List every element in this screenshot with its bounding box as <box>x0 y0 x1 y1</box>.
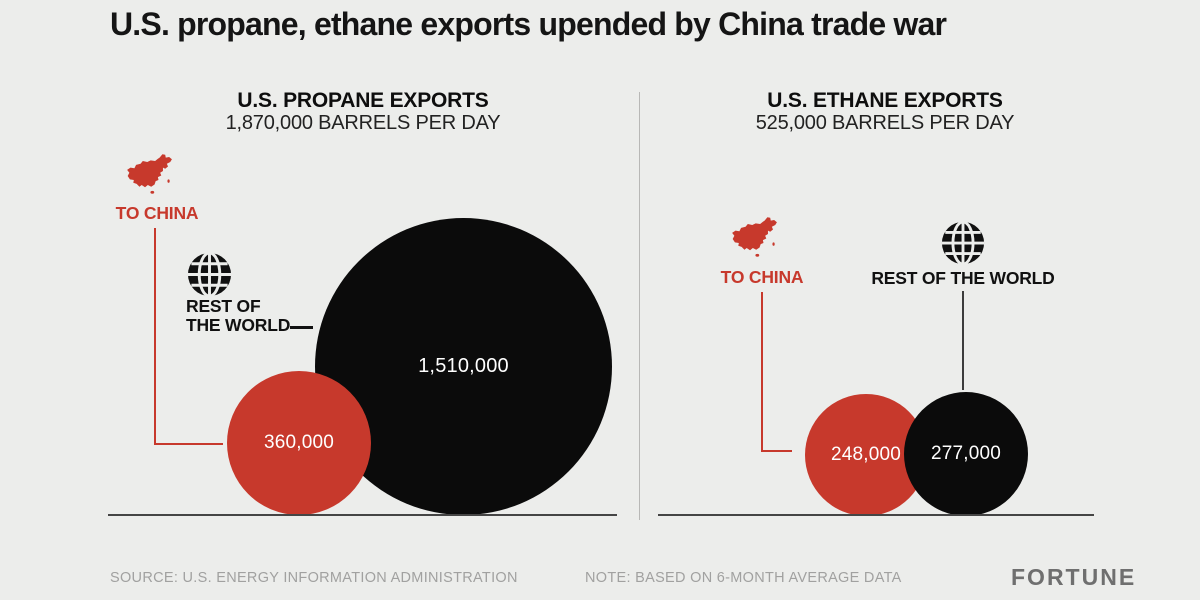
propane-heading: U.S. PROPANE EXPORTS <box>237 89 489 112</box>
china-map-icon <box>126 148 182 203</box>
ethane-rest-bubble: 277,000 <box>904 392 1028 516</box>
propane-china-value: 360,000 <box>263 432 335 453</box>
propane-rest-connector-dash <box>290 326 313 329</box>
ethane-to-china-label: TO CHINA <box>720 267 804 287</box>
propane-panel-header: U.S. PROPANE EXPORTS 1,870,000 BARRELS P… <box>163 89 563 134</box>
propane-rest-label-line1: REST OF <box>186 296 261 316</box>
ethane-heading: U.S. ETHANE EXPORTS <box>767 89 1003 112</box>
ethane-china-value: 248,000 <box>830 444 902 465</box>
propane-rest-label-line2: THE WORLD <box>186 315 291 335</box>
source-note: SOURCE: U.S. ENERGY INFORMATION ADMINIST… <box>110 570 518 586</box>
globe-icon <box>940 220 986 266</box>
china-map-icon <box>731 211 787 266</box>
propane-china-connector-horizontal <box>154 443 223 445</box>
propane-china-bubble: 360,000 <box>227 371 371 515</box>
methodology-note: NOTE: BASED ON 6-MONTH AVERAGE DATA <box>585 570 902 586</box>
ethane-subheading: 525,000 BARRELS PER DAY <box>755 112 1015 134</box>
ethane-baseline <box>658 514 1094 516</box>
ethane-rest-of-world-label: REST OF THE WORLD <box>871 268 1055 288</box>
propane-rest-of-world-label: REST OF THE WORLD <box>186 297 290 335</box>
propane-to-china-label: TO CHINA <box>115 203 199 223</box>
globe-icon <box>186 251 233 298</box>
propane-subheading: 1,870,000 BARRELS PER DAY <box>225 112 501 134</box>
ethane-china-connector-horizontal <box>761 450 792 452</box>
panel-divider <box>639 92 640 520</box>
propane-rest-value: 1,510,000 <box>418 355 509 377</box>
propane-china-connector-vertical <box>154 228 156 445</box>
fortune-logo: FORTUNE <box>1011 564 1137 590</box>
page-title: U.S. propane, ethane exports upended by … <box>110 6 947 42</box>
ethane-china-connector-vertical <box>761 292 763 452</box>
ethane-panel-header: U.S. ETHANE EXPORTS 525,000 BARRELS PER … <box>685 89 1085 134</box>
propane-baseline <box>108 514 617 516</box>
ethane-rest-connector-vertical <box>962 291 964 390</box>
ethane-rest-value: 277,000 <box>930 443 1002 464</box>
